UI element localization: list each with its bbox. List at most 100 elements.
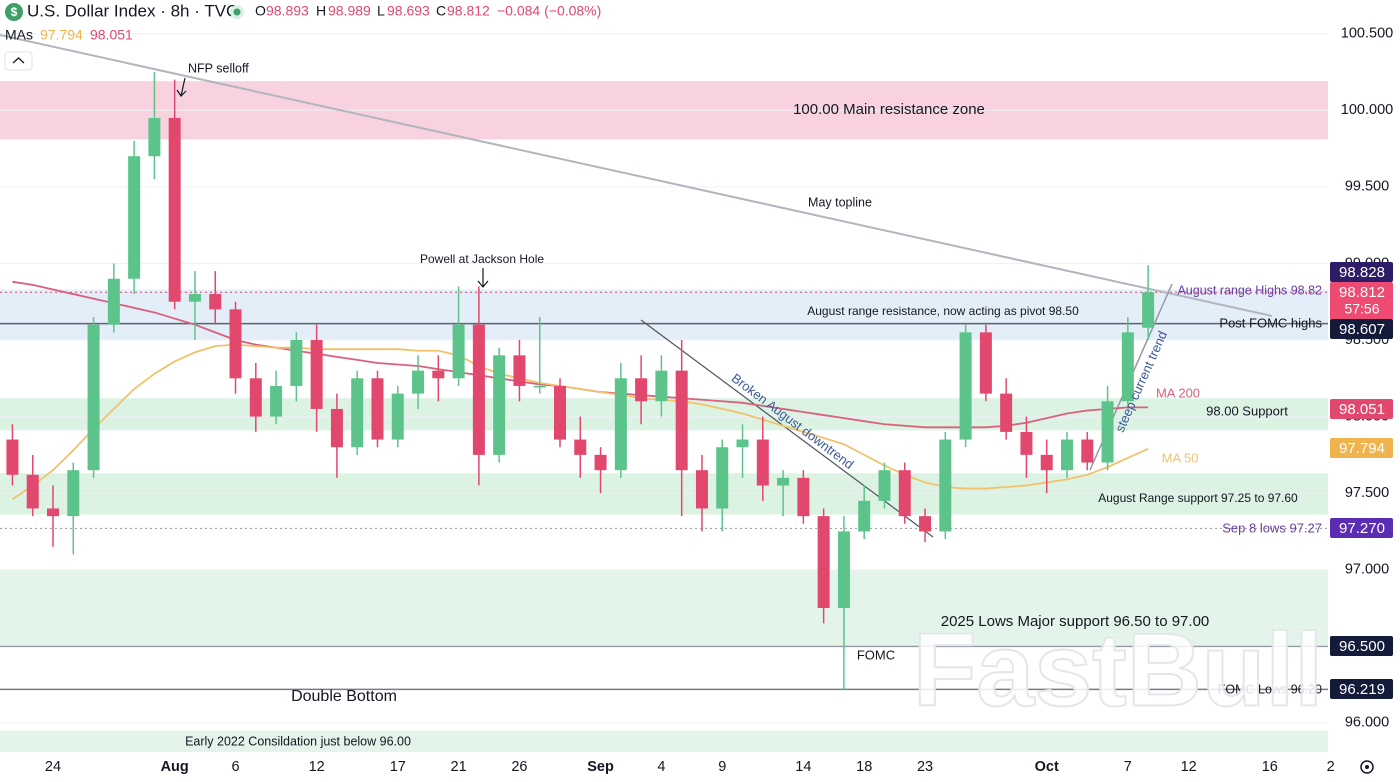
ohlc-value: 98.989 [328,3,371,19]
candle-body [756,439,769,486]
moving-average-label: MA 200 [1156,385,1200,400]
moving-average-label: MA 50 [1162,450,1199,465]
candle-body [878,470,891,501]
x-tick-label: 21 [451,759,467,775]
annotation-arrow [477,268,489,288]
symbol-title: U.S. Dollar Index · 8h · TVC [27,1,238,20]
annotation: August range Highs 98.82 [1177,283,1322,297]
candle-body [270,385,283,417]
collapse-button[interactable] [4,51,33,71]
trendline [0,34,1273,317]
candle-body [168,117,181,302]
y-tick-label: 100.000 [1341,102,1393,118]
ohlc-value: 98.812 [447,3,490,19]
candle-body [310,340,323,409]
ma-value: 98.051 [90,27,133,43]
x-tick-label: 7 [1124,759,1132,775]
candle-body [554,385,566,440]
annotation: May topline [808,195,872,209]
candle-body [513,355,526,386]
x-tick-label: 6 [231,759,239,775]
price-badge-label: 97.794 [1339,440,1385,457]
x-tick-label: 12 [309,759,325,775]
candle-body [919,516,932,532]
annotation-arrow [176,77,187,97]
candle-body [574,439,587,455]
candle-body [959,332,972,440]
settings-icon[interactable] [1360,760,1374,774]
candle-body [675,370,688,471]
price-badge-label: 98.607 [1339,321,1385,338]
candle-body [1040,454,1053,471]
annotation: 98.00 Support [1206,403,1288,418]
zone [0,730,1328,752]
candle-body [1121,332,1134,402]
candle-body [47,508,59,517]
candle-body [472,324,485,455]
annotation: NFP selloff [188,61,249,75]
candle-body [128,156,141,279]
candle-body [26,474,39,509]
candle-body [837,531,850,609]
price-badge-label: 98.051 [1339,401,1385,418]
candle-body [716,447,729,509]
price-badge [1330,438,1393,458]
x-tick-label: Aug [161,759,189,775]
candle-body [330,408,343,448]
price-badge-label: 96.219 [1339,681,1385,698]
candle-body [351,378,364,448]
price-badge [1330,518,1393,538]
price-badge [1330,282,1393,320]
ohlc-label: C [436,3,446,19]
zone [0,473,1328,515]
candle-body [493,355,506,455]
candle-body [6,439,19,475]
x-tick-label: 18 [856,759,872,775]
plot-area [0,33,1328,752]
candle-body [1000,393,1013,432]
y-tick-label: 96.000 [1345,715,1389,731]
countdown-label: 57:56 [1344,301,1379,317]
candle-body [533,385,546,388]
candle-body [614,378,627,471]
zone [0,289,1328,341]
y-tick-label: 99.500 [1345,179,1389,195]
ohlc-value: 98.893 [266,3,309,19]
candle-body [148,117,161,157]
price-badge [1330,262,1393,282]
x-tick-label: 2 [1327,759,1335,775]
annotation: 2025 Lows Major support 96.50 to 97.00 [941,613,1210,630]
x-tick-label: 24 [45,759,61,775]
candle-body [858,500,871,532]
candle-body [67,470,80,517]
x-tick-label: 23 [917,759,933,775]
candle-body [736,439,749,448]
candle-body [655,370,668,402]
annotation: Powell at Jackson Hole [420,252,544,266]
candle-body [898,470,911,517]
candle-body [452,324,465,379]
x-tick-label: Oct [1035,759,1059,775]
price-badge-label: 96.500 [1339,638,1385,655]
annotation: Sep 8 lows 97.27 [1222,520,1322,535]
y-tick-label: 97.500 [1345,485,1389,501]
price-badge [1330,636,1393,656]
candle-body [817,516,830,609]
price-badge-label: 98.828 [1339,264,1385,281]
ma-value: 97.794 [40,27,83,43]
price-badge [1330,679,1393,699]
candle-body [777,477,790,486]
candle-body [979,332,992,394]
price-change: −0.084 (−0.08%) [497,3,601,19]
mas-label: MAs [5,27,33,43]
candle-body [797,477,810,517]
candle-body [87,324,100,471]
x-tick-label: 14 [795,759,811,775]
candle-body [939,439,952,532]
price-badge [1330,399,1393,419]
candle-body [1061,439,1073,471]
annotation: August Range support 97.25 to 97.60 [1098,491,1298,505]
candle-body [290,340,303,386]
